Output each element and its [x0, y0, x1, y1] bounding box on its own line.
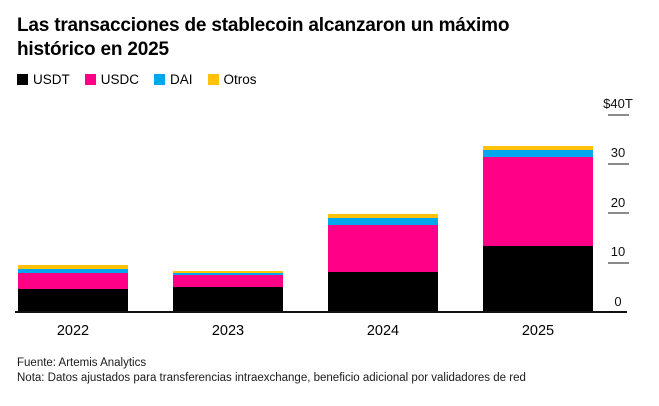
y-tick-label-0: 0 [614, 293, 622, 309]
bar-segment-2024-otros [328, 214, 438, 219]
bar-segment-2024-usdc [328, 224, 438, 272]
y-tick-label-20: 20 [610, 194, 626, 210]
bar-segment-2025-otros [483, 146, 593, 151]
x-axis-label-2022: 2022 [56, 323, 90, 339]
y-tick-label-40: $40T [603, 96, 633, 112]
bar-segment-2022-usdc [18, 273, 128, 290]
x-axis-baseline [15, 311, 627, 313]
bar-segment-2024-dai [328, 218, 438, 225]
legend-swatch-dai [154, 74, 166, 85]
bar-segment-2023-otros [173, 271, 283, 273]
source-text: Fuente: Artemis Analytics [17, 357, 147, 369]
bar-segment-2025-dai [483, 150, 593, 157]
y-tick-dash-20 [607, 212, 629, 215]
legend-label: USDC [100, 72, 140, 87]
legend-item-dai: DAI [154, 72, 193, 87]
legend-label: DAI [170, 72, 193, 87]
chart-title: Las transacciones de stablecoin alcanzar… [17, 15, 510, 60]
legend-swatch-usdt [17, 74, 28, 85]
bar-segment-2022-dai [18, 268, 128, 274]
bar-segment-2022-usdt [18, 289, 128, 311]
y-tick-dash-30 [607, 162, 629, 165]
legend-item-otros: Otros [207, 72, 257, 87]
y-tick-label-10: 10 [610, 244, 626, 260]
bar-segment-2025-usdt [483, 245, 593, 311]
bar-segment-2025-usdc [483, 156, 593, 246]
bar-segment-2022-otros [18, 264, 128, 269]
note-text: Nota: Datos ajustados para transferencia… [17, 372, 526, 384]
x-axis-label-2025: 2025 [521, 323, 555, 339]
bar-segment-2023-usdt [173, 286, 283, 311]
legend-item-usdt: USDT [17, 72, 70, 87]
bar-segment-2023-usdc [173, 274, 283, 287]
legend-item-usdc: USDC [84, 72, 140, 87]
x-axis-label-2023: 2023 [211, 323, 245, 339]
bar-segment-2024-usdt [328, 272, 438, 311]
legend-swatch-otros [207, 74, 219, 85]
chart-footer: Fuente: Artemis Analytics Nota: Datos aj… [17, 356, 526, 386]
legend-label: Otros [223, 72, 257, 87]
y-tick-label-30: 30 [610, 145, 626, 161]
y-tick-dash-40 [607, 113, 629, 116]
legend-label: USDT [33, 72, 70, 87]
chart-legend: USDT USDC DAI Otros [17, 72, 257, 87]
bar-segment-2023-dai [173, 273, 283, 275]
x-axis-label-2024: 2024 [366, 323, 400, 339]
legend-swatch-usdc [84, 74, 96, 85]
y-tick-dash-10 [607, 261, 629, 264]
